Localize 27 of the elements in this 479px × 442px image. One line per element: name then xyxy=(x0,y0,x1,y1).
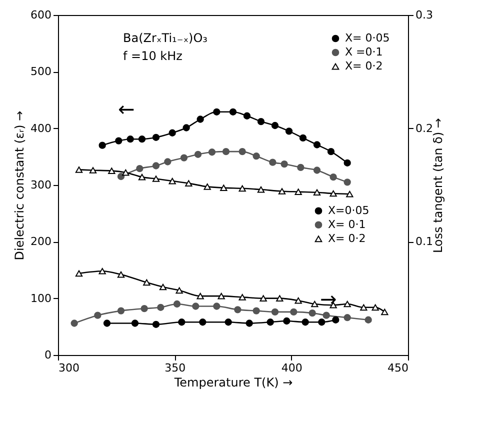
x-tick-label: 450 xyxy=(388,362,408,374)
x-tick-label: 300 xyxy=(58,362,80,374)
y2-tick-label: 0.3 xyxy=(416,8,433,22)
legend-label: X =0·1 xyxy=(345,46,383,58)
y-tick-label: 500 xyxy=(30,65,52,78)
x-axis-title: Temperature T(K) → xyxy=(173,376,293,390)
legend-label: X=0·05 xyxy=(328,204,370,217)
y-axis-title: Dielectric constant (εᵣ) → xyxy=(12,110,27,260)
y-tick-label: 200 xyxy=(30,235,52,248)
x-tick-label: 400 xyxy=(281,362,302,374)
annotation: f =10 kHz xyxy=(123,49,182,63)
y-tick-label: 400 xyxy=(30,122,52,135)
annotation: → xyxy=(320,287,337,311)
y2-tick-label: 0.2 xyxy=(416,122,433,135)
y2-tick-label: 0.1 xyxy=(416,235,433,248)
y-tick-label: 0 xyxy=(44,348,52,362)
y-tick-label: 600 xyxy=(30,8,52,22)
annotation: Ba(ZrₓTi₁₋ₓ)O₃ xyxy=(123,31,208,45)
legend-label: X= 0·1 xyxy=(328,218,366,231)
legend-label: X= 0·05 xyxy=(345,32,390,44)
y-tick-label: 100 xyxy=(30,292,52,305)
legend-label: X= 0·2 xyxy=(345,60,383,72)
annotation: ← xyxy=(118,97,135,121)
x-tick-label: 350 xyxy=(164,362,186,374)
y2-axis-title: Loss tangent (tan δ) → xyxy=(430,118,445,253)
y-tick-label: 300 xyxy=(30,178,52,192)
legend-label: X= 0·2 xyxy=(328,232,366,245)
